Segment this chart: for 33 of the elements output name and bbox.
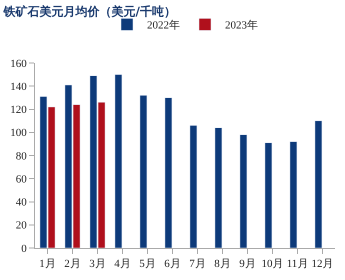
x-tick-label: 7月 (189, 258, 206, 270)
x-tick-label: 2月 (64, 258, 81, 270)
y-tick-label: 40 (16, 196, 28, 209)
bar (164, 97, 172, 248)
chart-title: 铁矿石美元月均价（美元/千吨） (2, 4, 176, 18)
bar (290, 141, 298, 248)
y-tick-label: 120 (10, 104, 28, 116)
bar (214, 128, 222, 248)
x-tick-label: 11月 (286, 258, 308, 270)
x-tick-label: 10月 (262, 258, 284, 270)
x-tick-label: 4月 (114, 258, 131, 270)
y-tick-label: 140 (10, 80, 28, 93)
x-tick-label: 3月 (89, 258, 106, 270)
x-tick-label: 5月 (139, 258, 156, 270)
y-tick-label: 20 (16, 220, 28, 232)
bar (140, 95, 148, 248)
legend-label: 2022年 (147, 20, 180, 32)
x-tick-label: 6月 (164, 258, 181, 270)
bar (314, 120, 322, 248)
y-tick-label: 60 (16, 173, 28, 186)
bar (264, 142, 272, 248)
legend-label: 2023年 (225, 20, 258, 32)
x-tick-label: 9月 (239, 258, 256, 270)
y-tick-label: 160 (10, 58, 28, 70)
y-tick-label: 100 (10, 127, 28, 140)
x-tick-label: 8月 (214, 258, 231, 270)
bar (114, 74, 122, 248)
x-tick-label: 12月 (312, 258, 334, 270)
y-tick-label: 80 (16, 150, 28, 162)
y-tick-label: 0 (21, 242, 28, 255)
x-tick-label: 1月 (39, 258, 56, 270)
bar (190, 125, 198, 248)
bar (240, 134, 248, 248)
